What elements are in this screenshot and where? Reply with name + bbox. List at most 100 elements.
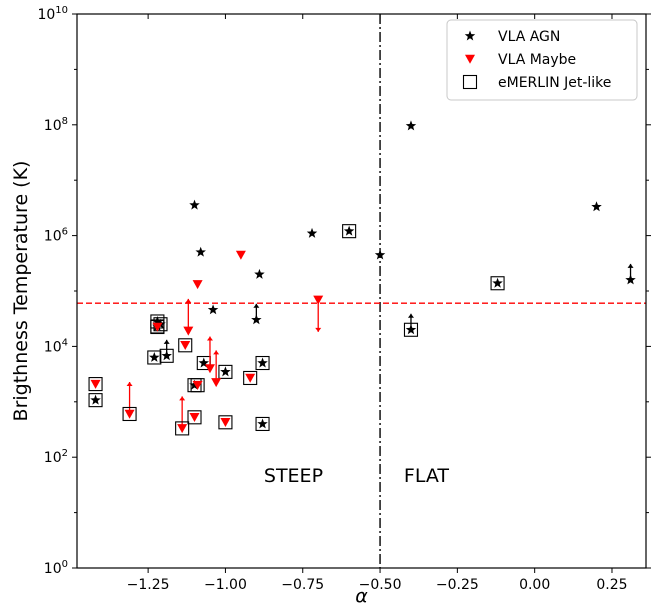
triangle-marker [183, 326, 194, 336]
x-tick-label: −0.25 [436, 577, 479, 593]
x-tick-label: −0.75 [281, 577, 324, 593]
star-marker [591, 201, 602, 212]
star-marker [492, 277, 503, 288]
jet-like-box [175, 421, 190, 436]
x-axis-label: α [355, 585, 368, 607]
legend-star-icon [464, 30, 476, 41]
x-tick-label: 0.25 [596, 577, 627, 593]
jet-like-box [403, 322, 419, 337]
data-point-agn [306, 227, 318, 238]
star-marker [161, 350, 172, 361]
jet-like-box [88, 377, 103, 392]
triangle-marker [220, 418, 231, 428]
data-point-maybe [204, 336, 215, 374]
region-label: FLAT [404, 465, 449, 487]
legend-entry: VLA AGN [464, 29, 560, 45]
legend-square-icon [462, 74, 478, 90]
star-marker [251, 314, 262, 325]
triangle-marker [211, 378, 222, 388]
legend-label: VLA Maybe [498, 52, 576, 68]
data-point-maybe [218, 415, 233, 430]
jet-like-box [178, 338, 193, 353]
limit-arrowhead [315, 327, 322, 332]
star-marker [189, 199, 200, 210]
star-marker [405, 324, 417, 335]
star-marker [207, 304, 219, 315]
jet-like-box [159, 348, 174, 363]
star-marker [149, 351, 160, 362]
data-point-agn [490, 276, 505, 291]
limit-arrowhead [407, 313, 414, 318]
data-point-agn [374, 249, 386, 260]
data-point-agn [254, 268, 265, 279]
star-marker [195, 246, 206, 257]
jet-like-box [218, 415, 233, 430]
jet-like-box [243, 370, 258, 386]
data-point-agn [88, 393, 103, 408]
data-point-agn [342, 224, 357, 239]
star-marker [374, 249, 386, 260]
x-tick-label: 0.00 [519, 577, 550, 593]
jet-like-box [88, 393, 103, 408]
legend-entry: eMERLIN Jet-like [462, 74, 611, 91]
triangle-marker [189, 413, 200, 423]
data-point-agn [251, 303, 262, 325]
star-marker [405, 120, 417, 131]
star-marker [90, 394, 101, 405]
y-tick-label: 108 [44, 116, 68, 134]
jet-like-box [342, 224, 357, 239]
limit-arrowhead [627, 263, 634, 268]
jet-like-box [122, 406, 137, 422]
star-marker [257, 357, 268, 368]
triangle-marker [235, 250, 246, 260]
jet-like-box [190, 378, 205, 393]
data-point-agn [591, 201, 602, 212]
star-marker [257, 418, 268, 429]
data-point-agn [255, 416, 270, 432]
region-label: STEEP [264, 465, 323, 487]
y-tick-label: 102 [44, 448, 68, 466]
triangle-marker [313, 295, 324, 305]
data-point-agn [159, 339, 174, 363]
data-point-maybe [187, 410, 202, 425]
triangle-marker [204, 364, 215, 374]
data-point-maybe [150, 319, 165, 335]
star-marker [625, 274, 636, 285]
data-point-maybe [122, 381, 137, 422]
jet-like-box [490, 276, 505, 291]
legend-frame [446, 19, 638, 101]
data-point-agn [207, 304, 219, 315]
y-tick-label: 100 [44, 559, 68, 577]
data-point-maybe [192, 280, 203, 290]
data-point-agn [218, 364, 233, 379]
triangle-marker [177, 424, 188, 434]
star-marker [343, 225, 355, 236]
jet-like-box [187, 410, 202, 425]
triangle-marker [245, 373, 256, 383]
star-marker [220, 366, 231, 377]
data-point-agn [195, 246, 206, 257]
data-point-agn [405, 120, 417, 131]
triangle-marker [124, 409, 135, 419]
legend-triangle-icon [465, 54, 475, 64]
data-point-maybe [190, 378, 205, 393]
jet-like-box [255, 416, 270, 432]
legend-label: eMERLIN Jet-like [498, 75, 611, 91]
limit-arrowhead [213, 350, 220, 355]
y-tick-label: 104 [44, 337, 68, 355]
legend-entry: VLA Maybe [465, 52, 576, 68]
data-point-maybe [313, 295, 324, 332]
star-marker [189, 379, 200, 390]
limit-arrowhead [179, 396, 186, 401]
data-point-maybe [175, 396, 190, 436]
limit-arrowhead [206, 336, 213, 341]
triangle-marker [192, 280, 203, 290]
triangle-marker [90, 379, 101, 389]
x-tick-label: −1.25 [127, 577, 170, 593]
limit-arrowhead [253, 303, 260, 308]
axes: −1.25 −1.00 −0.75 −0.50 −0.25 0.00 0.25 100 102 1… [37, 5, 651, 593]
legend: VLA AGN VLA Maybe eMERLIN Jet-like [446, 19, 638, 101]
limit-arrowhead [185, 298, 192, 303]
triangle-marker [152, 322, 163, 332]
